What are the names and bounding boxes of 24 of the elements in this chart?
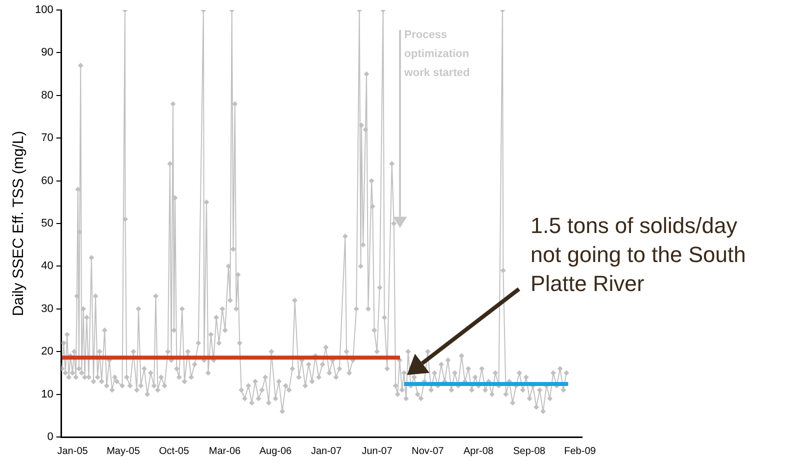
x-tick-label: Apr-08	[463, 446, 494, 457]
y-tick-label: 80	[41, 89, 54, 102]
y-tick-label: 40	[41, 260, 54, 272]
x-tick-label: Mar-06	[208, 446, 242, 457]
annotation: 1.5 tons of solids/day not going to the South Platte River	[530, 213, 746, 296]
y-tick-label: 30	[41, 302, 54, 315]
y-tick-label: 90	[41, 46, 54, 59]
y-tick-label: 100	[34, 4, 54, 16]
y-axis-title: Daily SSEC Eff. TSS (mg/L)	[10, 130, 28, 316]
x-tick-label: Aug-06	[259, 446, 292, 457]
y-tick-label: 60	[41, 174, 54, 187]
x-tick-label: Feb-09	[564, 446, 596, 457]
x-tick-label: Jan-05	[57, 446, 88, 457]
y-tick-label: 10	[41, 388, 54, 400]
x-tick-label: May-05	[106, 446, 140, 457]
y-tick-label: 50	[41, 218, 54, 230]
y-tick-label: 70	[41, 132, 54, 144]
x-tick-label: Jan-07	[310, 446, 342, 457]
x-tick-label: Oct-05	[159, 446, 190, 457]
y-tick-label: 20	[41, 346, 54, 358]
y-tick-label: 0	[47, 431, 54, 444]
x-tick-label: Sep-08	[513, 446, 546, 457]
x-tick-label: Jun-07	[362, 446, 393, 457]
x-tick-label: Nov-07	[412, 446, 444, 457]
